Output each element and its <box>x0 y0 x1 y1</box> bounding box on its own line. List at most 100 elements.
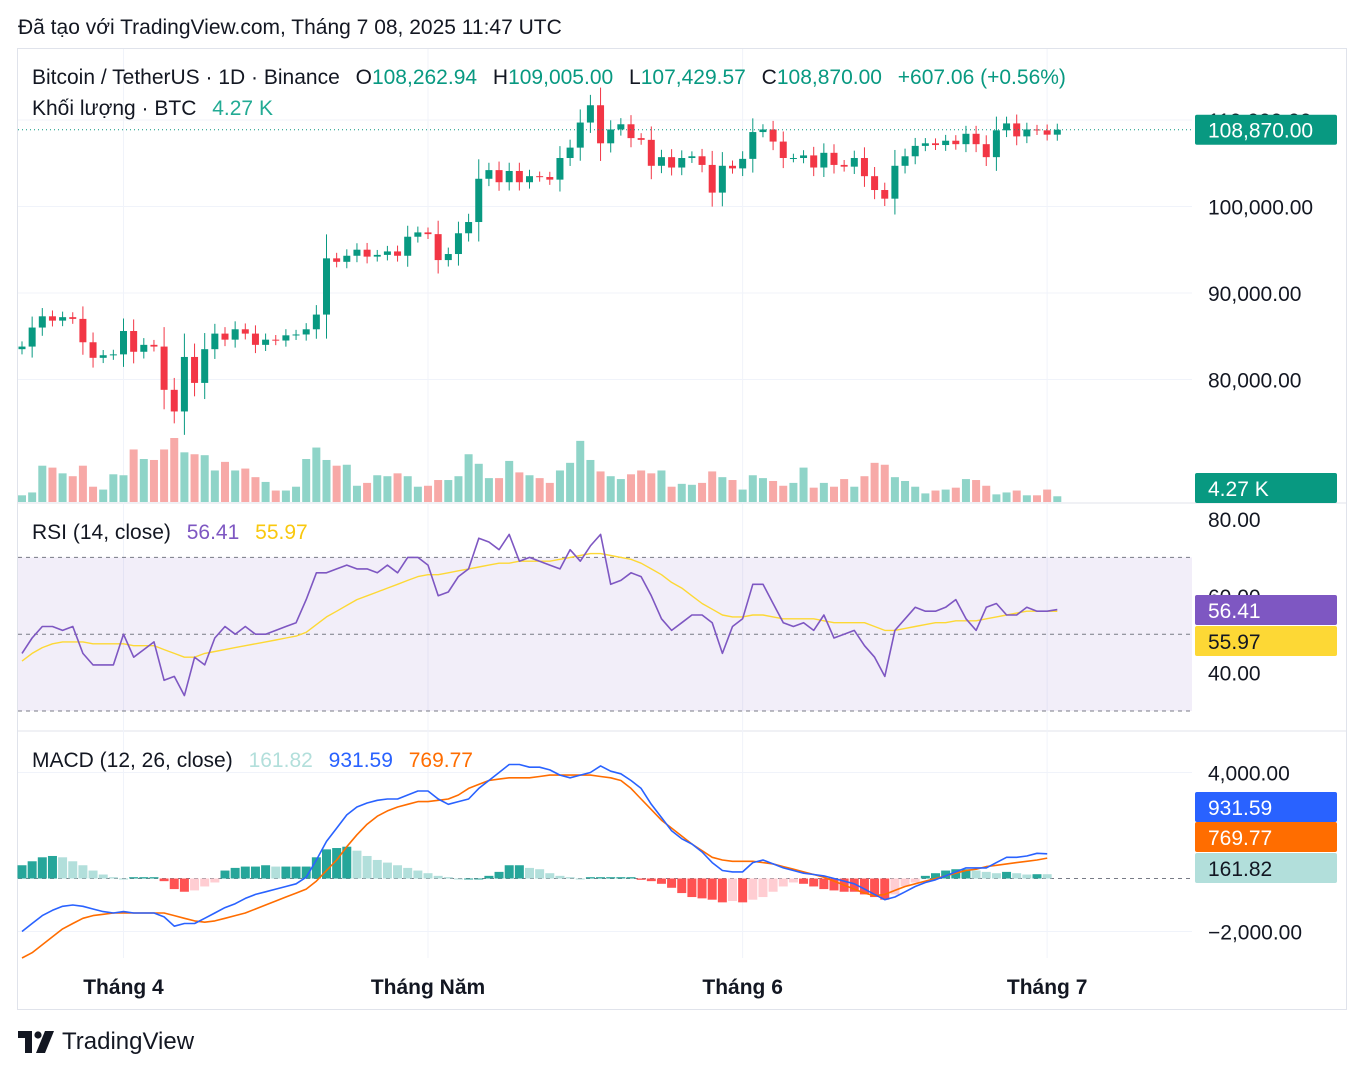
candle-body <box>830 152 838 165</box>
macd-histogram-bar <box>717 878 727 903</box>
candle-body <box>871 176 879 191</box>
macd-histogram-bar <box>646 878 656 882</box>
candle-body <box>972 133 980 145</box>
macd-histogram-bar <box>413 870 423 879</box>
macd-value-label: 931.59 <box>1208 797 1272 820</box>
close-value: 108,870.00 <box>776 66 882 89</box>
candle-body <box>637 138 645 140</box>
volume-label[interactable]: Khối lượng · BTC <box>32 97 197 120</box>
macd-histogram-bar <box>870 878 880 898</box>
macd-histogram-bar <box>220 870 230 879</box>
volume-bar <box>48 467 57 502</box>
volume-bar <box>748 475 757 502</box>
rsi-value-label-bg <box>1195 595 1337 625</box>
volume-bar <box>160 449 169 502</box>
macd-signal-line <box>21 774 1048 959</box>
candle-body <box>475 178 483 223</box>
volume-bar <box>332 465 341 502</box>
macd-histogram-bar <box>525 867 534 879</box>
macd-histogram-bar <box>464 878 474 880</box>
volume-bar <box>413 486 422 502</box>
candle-body <box>932 143 939 146</box>
volume-bar <box>941 489 950 502</box>
macd-histogram-bar <box>98 874 108 879</box>
volume-bar <box>951 487 960 502</box>
candle-body <box>109 354 117 356</box>
volume-bar <box>434 480 443 502</box>
volume-bar <box>454 476 463 502</box>
last-price-label: 108,870.00 <box>1208 120 1313 143</box>
volume-bar <box>566 462 575 502</box>
macd-histogram-bar <box>809 878 819 887</box>
candle-body <box>515 170 523 183</box>
candle-body <box>962 133 970 145</box>
macd-histogram-bar <box>545 873 555 879</box>
price-tick-label: 90,000.00 <box>1208 283 1301 306</box>
macd-histogram-bar <box>687 878 697 898</box>
candle-body <box>566 147 574 159</box>
volume-bar <box>89 486 98 502</box>
volume-bar <box>819 482 828 502</box>
candle-body <box>160 346 168 390</box>
volume-bar <box>231 470 240 502</box>
rsi-tick-label: 40.00 <box>1208 663 1261 686</box>
x-tick-label: Tháng 4 <box>83 976 164 999</box>
macd-histogram-bar <box>931 873 940 879</box>
candle-body <box>333 258 341 262</box>
tradingview-brand[interactable]: TradingView <box>18 1028 194 1056</box>
macd-histogram-bar <box>261 865 271 879</box>
candle-body <box>678 158 686 168</box>
volume-bar <box>1043 489 1052 502</box>
macd-histogram-bar <box>230 867 240 879</box>
volume-bar <box>1022 495 1031 502</box>
volume-bar <box>1012 490 1021 502</box>
candle-body <box>1043 130 1051 135</box>
created-with-text: Đã tạo với TradingView.com, Tháng 7 08, … <box>18 16 562 39</box>
macd-histogram-bar <box>626 877 636 879</box>
macd-histogram-bar <box>920 875 930 879</box>
candle-body <box>576 122 584 148</box>
candle-body <box>150 344 158 347</box>
high-label: H <box>492 66 509 89</box>
price-tick-label: 100,000.00 <box>1208 196 1313 219</box>
volume-bar <box>180 452 189 502</box>
macd-histogram-bar <box>555 875 565 879</box>
macd-signal-value-label: 769.77 <box>1208 827 1272 850</box>
volume-bar <box>322 459 331 502</box>
volume-bar <box>738 489 747 502</box>
volume-bar <box>901 480 910 502</box>
macd-histogram-bar <box>636 878 646 880</box>
candle-body <box>465 222 473 234</box>
volume-bar <box>687 484 696 502</box>
symbol-label[interactable]: Bitcoin / TetherUS · 1D · Binance <box>32 66 340 89</box>
volume-bar <box>758 478 767 502</box>
volume-bar <box>637 470 646 502</box>
volume-bar <box>596 471 605 502</box>
rsi-label[interactable]: RSI (14, close) <box>32 521 171 544</box>
volume-bar <box>830 486 838 502</box>
volume-bar <box>779 485 788 502</box>
volume-bar <box>383 476 392 502</box>
volume-bar <box>292 486 301 502</box>
candle-body <box>120 331 127 355</box>
volume-bar <box>119 475 128 502</box>
macd-hist-value-label-bg <box>1195 853 1337 883</box>
volume-bar <box>281 490 290 502</box>
candle-body <box>921 143 929 146</box>
macd-histogram-bar <box>1002 871 1012 879</box>
macd-histogram-bar <box>799 878 809 884</box>
macd-histogram-bar <box>900 878 910 887</box>
macd-histogram-bar <box>484 875 494 879</box>
macd-histogram-bar <box>961 869 971 879</box>
volume-bar <box>129 449 138 502</box>
volume-value-label: 4.27 K <box>1208 478 1269 501</box>
volume-bar <box>525 475 534 502</box>
macd-label[interactable]: MACD (12, 26, close) <box>32 749 233 772</box>
macd-histogram-bar <box>372 859 382 879</box>
volume-value-label-bg <box>1195 473 1337 503</box>
open-value: 108,262.94 <box>371 66 478 89</box>
macd-histogram-bar <box>656 878 666 884</box>
candle-body <box>444 254 452 261</box>
macd-histogram-bar <box>585 877 595 879</box>
